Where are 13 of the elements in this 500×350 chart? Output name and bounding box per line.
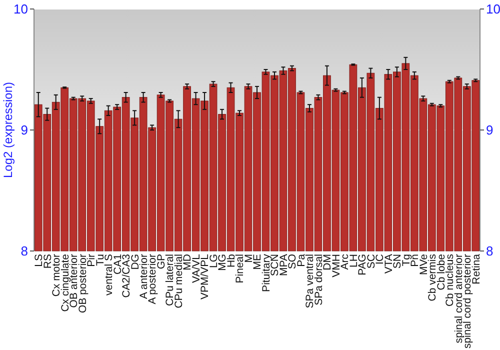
- x-tick-label: Tg: [400, 254, 412, 266]
- y2-tick-label: 8: [486, 244, 494, 259]
- y-tick-label: 9: [20, 122, 28, 138]
- y-tick-label: 8: [20, 244, 28, 259]
- x-tick-label: A posterior: [146, 254, 159, 304]
- x-tick-label: RS: [42, 254, 54, 269]
- y-axis-title: Log2 (expression): [1, 82, 15, 178]
- x-tick-label: MVe: [418, 254, 430, 276]
- y-tick-label: 10: [14, 2, 28, 17]
- x-tick-label: OB posterior: [76, 254, 89, 313]
- y2-tick-label: 10: [486, 2, 500, 17]
- y2-tick-label: 9: [486, 122, 494, 138]
- x-tick-label: SPa dorsal: [312, 254, 325, 306]
